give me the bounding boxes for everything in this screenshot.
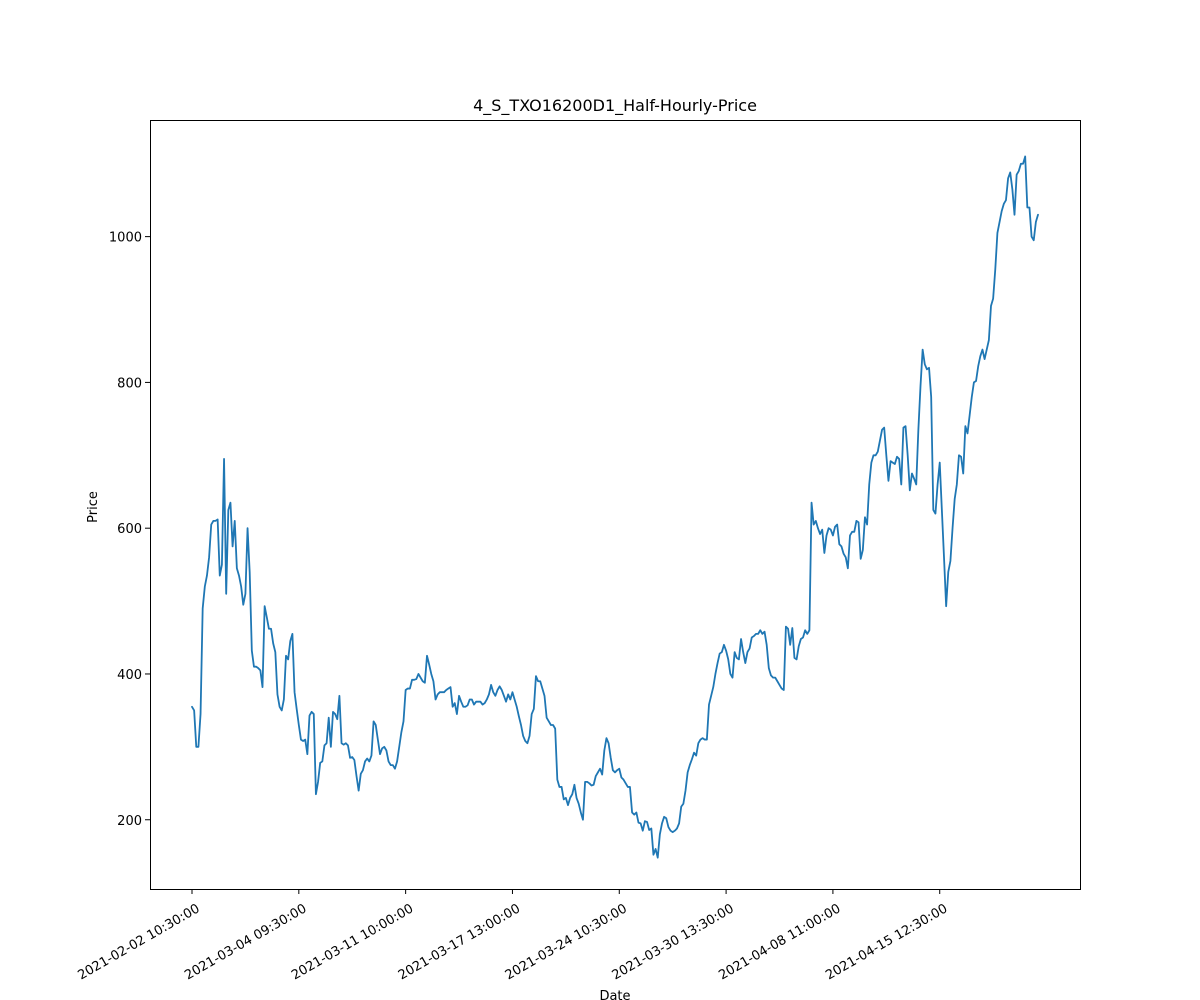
y-tick-label: 200 (117, 814, 142, 829)
y-tick-label: 600 (117, 522, 142, 537)
plot-area-frame (150, 120, 1081, 890)
y-tick-label: 400 (117, 668, 142, 683)
y-axis-ticks: 200 400 600 800 1000 (109, 231, 150, 829)
price-series-line (191, 155, 1039, 859)
x-axis-label: Date (599, 989, 630, 1000)
y-tick-label: 1000 (109, 231, 142, 246)
y-tick-label: 800 (117, 376, 142, 391)
y-axis-label: Price (86, 491, 101, 523)
chart-title: 4_S_TXO16200D1_Half-Hourly-Price (473, 96, 757, 116)
